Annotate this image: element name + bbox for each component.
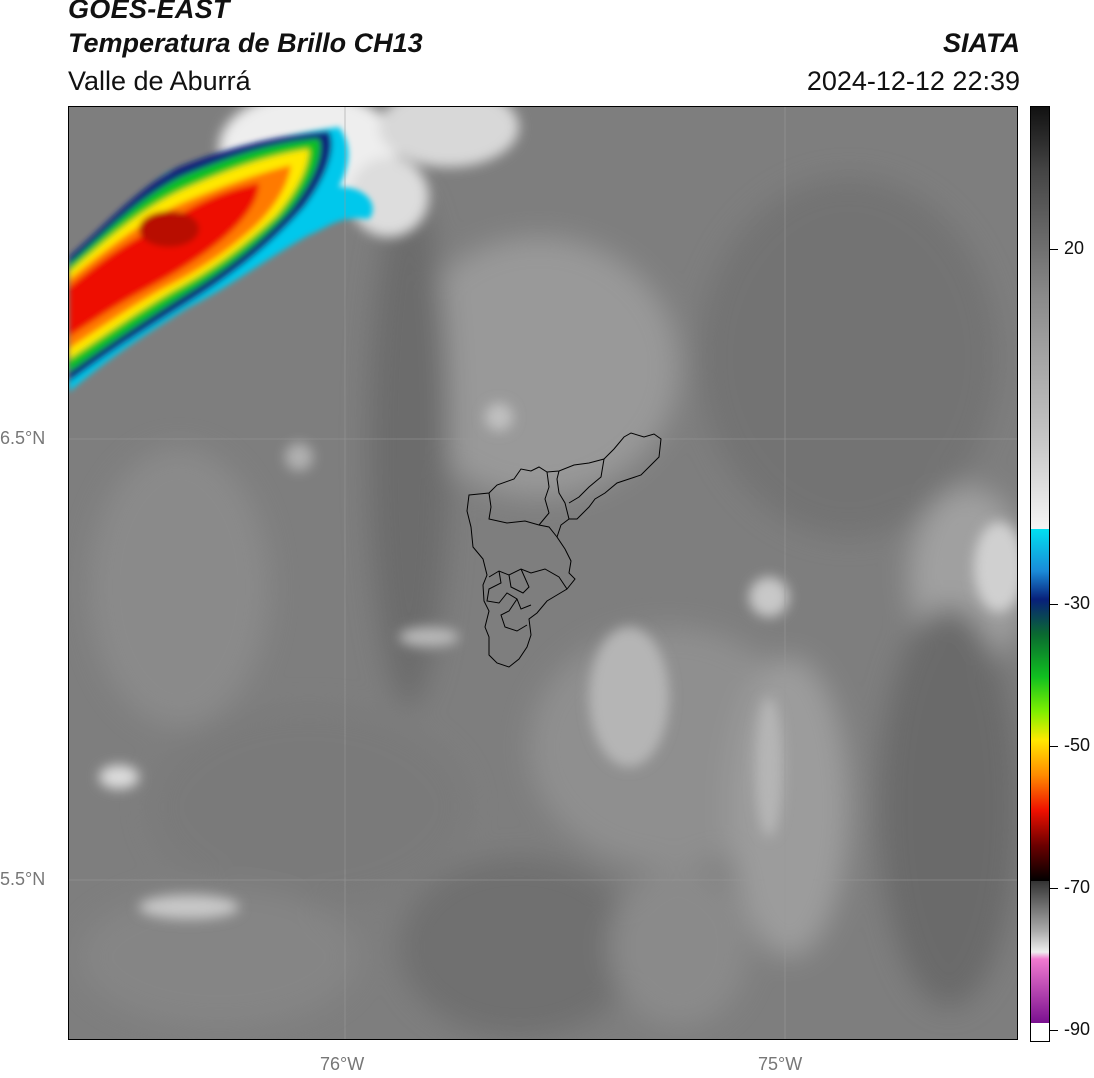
satellite-imagery bbox=[69, 107, 1017, 1039]
colorbar-label-minus-50: -50 bbox=[1064, 735, 1091, 755]
lat-label-5-5: 5.5°N bbox=[0, 869, 46, 889]
map-title-satellite: GOES-EAST bbox=[68, 0, 230, 24]
lat-label-6-5: 6.5°N bbox=[0, 428, 46, 448]
colorbar-tick bbox=[1050, 1030, 1058, 1031]
lon-label-76: 76°W bbox=[320, 1054, 365, 1074]
colorbar-label-minus-90: -90 bbox=[1064, 1019, 1091, 1039]
colorbar-tick bbox=[1050, 888, 1058, 889]
graticule bbox=[69, 107, 1017, 1039]
map-title-product: Temperatura de Brillo CH13 bbox=[68, 28, 423, 58]
deep-convection-cell bbox=[69, 127, 373, 392]
colorbar-label-20: 20 bbox=[1064, 238, 1085, 258]
colorbar-label-minus-70: -70 bbox=[1064, 877, 1091, 897]
colorbar-tick bbox=[1050, 249, 1058, 250]
municipal-boundaries bbox=[466, 432, 662, 668]
timestamp-label: 2024-12-12 22:39 bbox=[806, 66, 1020, 96]
colorbar-gradient bbox=[1031, 107, 1049, 1041]
lon-label-75: 75°W bbox=[758, 1054, 803, 1074]
colorbar-tick bbox=[1050, 604, 1058, 605]
map-panel bbox=[68, 106, 1018, 1040]
map-subtitle-region: Valle de Aburrá bbox=[68, 66, 251, 96]
temperature-colorbar bbox=[1030, 106, 1050, 1042]
colorbar-label-minus-30: -30 bbox=[1064, 593, 1091, 613]
organization-label: SIATA bbox=[943, 28, 1020, 58]
colorbar-tick bbox=[1050, 746, 1058, 747]
